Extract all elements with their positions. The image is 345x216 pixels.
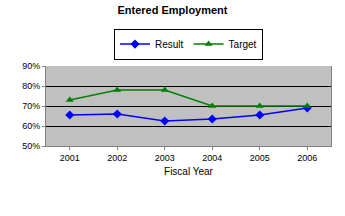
svg-text:80%: 80%	[22, 81, 40, 91]
svg-text:60%: 60%	[22, 121, 40, 131]
svg-text:2001: 2001	[60, 153, 80, 163]
svg-text:2005: 2005	[250, 153, 270, 163]
svg-text:Target: Target	[229, 39, 257, 50]
svg-text:2004: 2004	[202, 153, 222, 163]
svg-text:70%: 70%	[22, 101, 40, 111]
svg-text:2003: 2003	[155, 153, 175, 163]
svg-text:Result: Result	[155, 39, 184, 50]
svg-text:Fiscal Year: Fiscal Year	[164, 166, 214, 177]
svg-text:50%: 50%	[22, 141, 40, 151]
svg-text:2006: 2006	[297, 153, 317, 163]
svg-text:90%: 90%	[22, 61, 40, 71]
svg-text:2002: 2002	[107, 153, 127, 163]
svg-text:Entered Employment: Entered Employment	[117, 4, 227, 16]
